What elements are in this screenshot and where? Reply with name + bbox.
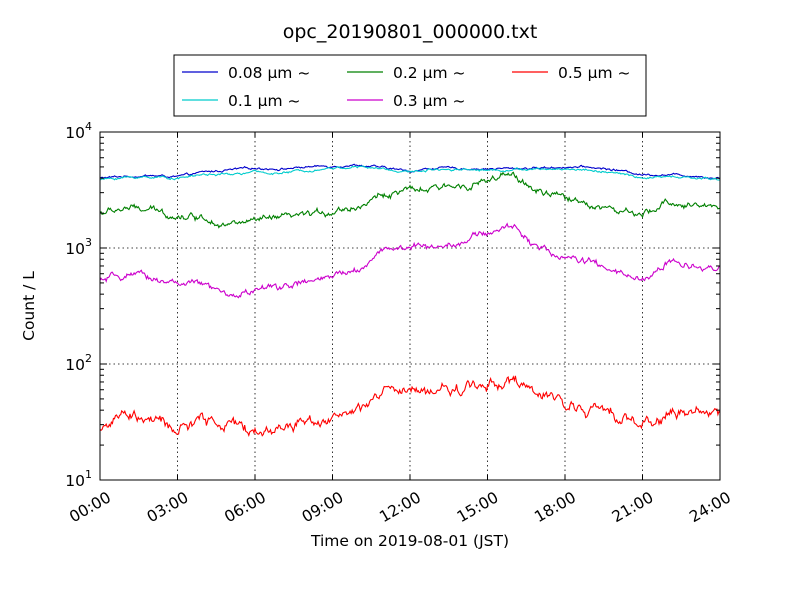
x-tick-label: 12:00 [376,488,424,526]
x-tick-labels: 00:00 03:00 06:00 09:00 12:00 15:00 18:00 21:00… [66,488,734,526]
legend-entry: 0.3 μm ~ [393,92,465,110]
x-tick-label: 21:00 [609,488,657,526]
legend-entry: 0.2 μm ~ [393,64,465,82]
series-line-1 [99,165,721,181]
x-tick-label: 15:00 [454,488,502,526]
y-tick-label: 104 [65,120,92,142]
x-tick-label: 24:00 [686,488,734,526]
x-tick-label: 18:00 [531,488,579,526]
legend-entry: 0.08 μm ~ [228,64,310,82]
y-tick-labels: 101 102 103 104 [65,120,92,490]
chart-title: opc_20190801_000000.txt [283,21,538,43]
y-axis-label: Count / L [20,271,38,341]
legend-box [173,54,647,117]
legend: 0.08 μm ~ 0.1 μm ~ 0.2 μm ~ 0.3 μm ~ 0.5 μm … [173,54,647,117]
y-tick-label: 102 [65,352,92,374]
series-line-3 [99,222,721,299]
x-tick-label: 09:00 [299,488,347,526]
x-tick-label: 00:00 [66,488,114,526]
series-line-2 [99,171,721,229]
legend-entry: 0.1 μm ~ [228,92,300,110]
y-tick-label: 103 [65,236,92,258]
axis-ticks [99,131,721,481]
y-tick-label: 101 [65,468,92,490]
plot-background [100,132,720,480]
x-tick-label: 03:00 [144,488,192,526]
series-lines [99,163,721,438]
series-line-4 [99,375,721,438]
legend-entry: 0.5 μm ~ [558,64,630,82]
x-axis-label: Time on 2019-08-01 (JST) [310,532,509,550]
x-tick-label: 06:00 [221,488,269,526]
